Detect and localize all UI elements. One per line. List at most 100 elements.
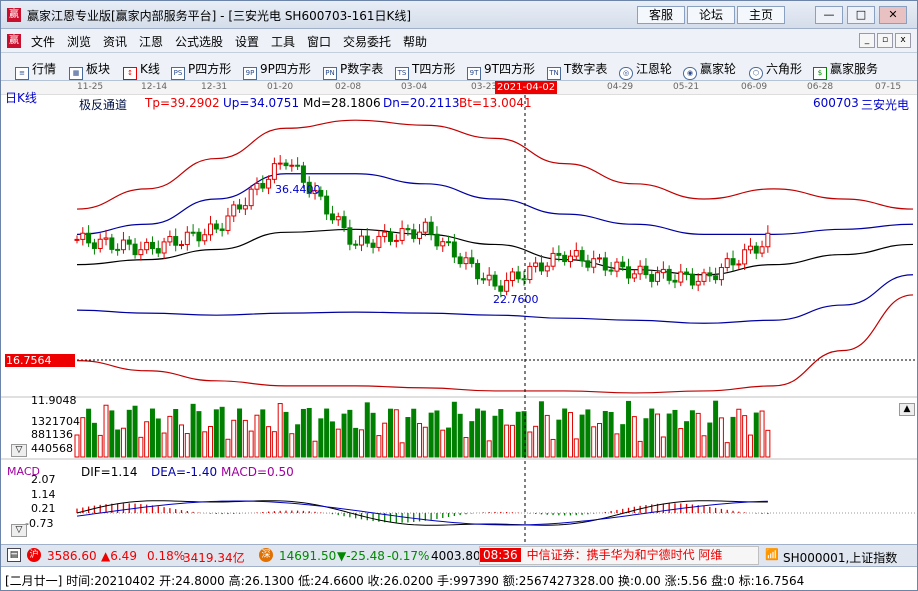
- menu-tools[interactable]: 工具: [271, 35, 296, 49]
- volume-bar: [649, 408, 655, 458]
- volume-bar: [167, 415, 173, 458]
- tool-9t-square[interactable]: 9T 9T四方形: [467, 60, 535, 80]
- tool-t-number-table[interactable]: TN T数字表: [547, 60, 607, 80]
- homepage-button[interactable]: 主页: [737, 6, 785, 24]
- volume-bar: [86, 408, 92, 458]
- candle-body: [138, 249, 144, 256]
- candle-body: [463, 257, 469, 265]
- candle-body: [695, 280, 701, 286]
- sh-index-icon: 沪: [27, 548, 41, 562]
- candle-body: [219, 228, 225, 231]
- volume-bar: [597, 422, 602, 458]
- volume-bar: [602, 410, 608, 458]
- candle-body: [184, 231, 190, 246]
- chart-area[interactable]: 11-25 12-14 12-31 01-20 02-08 03-04 03-2…: [1, 81, 917, 544]
- macd-title: MACD: [7, 465, 40, 478]
- tool-sectors[interactable]: ▦ 板块: [69, 60, 110, 80]
- maximize-icon[interactable]: □: [847, 6, 875, 24]
- candle-body: [167, 236, 173, 243]
- collapse-macd-icon[interactable]: ▽: [11, 524, 27, 537]
- index-ticker[interactable]: SH000001,上证指数: [783, 551, 898, 565]
- tool-p-square[interactable]: PS P四方形: [171, 60, 231, 80]
- news-ticker[interactable]: 08:36 中信证券：携手华为和宁德时代 阿维: [479, 546, 759, 565]
- volume-bar: [376, 435, 382, 458]
- tool-9p-square[interactable]: 9P 9P四方形: [243, 60, 311, 80]
- volume-bar: [126, 409, 132, 458]
- menu-file[interactable]: 文件: [31, 35, 56, 49]
- tool-gann-wheel[interactable]: ◎ 江恩轮: [619, 60, 672, 80]
- menu-news[interactable]: 资讯: [103, 35, 128, 49]
- menu-browse[interactable]: 浏览: [67, 35, 92, 49]
- volume-bar: [753, 412, 759, 458]
- volume-bar: [417, 422, 423, 458]
- date-label: 02-08: [335, 82, 362, 92]
- volume-bar: [434, 410, 440, 458]
- volume-bar: [765, 429, 771, 458]
- mdi-restore-icon[interactable]: ▫: [877, 33, 893, 48]
- volume-bar: [521, 411, 527, 458]
- volume-bar: [208, 425, 214, 458]
- table-icon[interactable]: ▤: [7, 548, 21, 562]
- candle-body: [713, 275, 719, 281]
- volume-bar: [428, 412, 434, 458]
- tool-quotes[interactable]: ≡ 行情: [15, 60, 56, 80]
- candle-body: [567, 255, 573, 263]
- volume-bar: [225, 438, 231, 458]
- mdi-close-icon[interactable]: x: [895, 33, 911, 48]
- menu-window[interactable]: 窗口: [307, 35, 332, 49]
- volume-bar: [213, 409, 219, 458]
- tool-p-number-table[interactable]: PN P数字表: [323, 60, 383, 80]
- candle-body: [509, 271, 515, 282]
- candle-body: [271, 163, 277, 180]
- 9p-icon: 9P: [243, 67, 257, 80]
- collapse-icon[interactable]: ▽: [11, 444, 27, 457]
- menu-help[interactable]: 帮助: [403, 35, 428, 49]
- candle-body: [196, 231, 202, 242]
- candle-body: [707, 272, 713, 277]
- mdi-minimize-icon[interactable]: _: [859, 33, 875, 48]
- channel-line-dn: [76, 274, 914, 324]
- macd-axis-label: 0.21: [31, 502, 56, 515]
- app-logo-icon: 赢: [7, 8, 21, 22]
- minimize-icon[interactable]: —: [815, 6, 843, 24]
- menu-gann[interactable]: 江恩: [139, 35, 164, 49]
- tool-winner-service[interactable]: $ 赢家服务: [813, 60, 878, 80]
- date-label: 03-23: [471, 82, 498, 92]
- signal-icon: 📶: [765, 548, 779, 561]
- forum-button[interactable]: 论坛: [687, 6, 735, 24]
- customer-service-button[interactable]: 客服: [637, 6, 685, 24]
- volume-bar: [271, 431, 277, 458]
- volume-bar: [643, 418, 649, 458]
- menu-formula-select[interactable]: 公式选股: [175, 35, 224, 49]
- candle-body: [684, 271, 690, 275]
- tool-winner-wheel[interactable]: ◉ 赢家轮: [683, 60, 736, 80]
- candle-body: [283, 162, 289, 167]
- menu-trade[interactable]: 交易委托: [343, 35, 392, 49]
- candle-body: [248, 188, 254, 207]
- candle-body: [208, 223, 214, 236]
- volume-bar: [463, 437, 469, 458]
- date-axis: 11-25 12-14 12-31 01-20 02-08 03-04 03-2…: [1, 81, 917, 95]
- volume-bar: [80, 417, 86, 458]
- volume-bar: [422, 426, 428, 458]
- date-label: 06-09: [741, 82, 768, 92]
- candle-body: [626, 266, 632, 279]
- macd-axis-label: -0.73: [25, 517, 54, 530]
- volume-bar: [155, 418, 161, 458]
- volume-bar: [446, 427, 452, 458]
- close-icon[interactable]: ✕: [879, 6, 907, 24]
- tool-hexagon[interactable]: ⬡ 六角形: [749, 60, 802, 80]
- tool-t-square[interactable]: TS T四方形: [395, 60, 455, 80]
- tool-kline[interactable]: ↕ K线: [123, 60, 160, 80]
- candle-body: [393, 239, 399, 242]
- param-tp: Tp=39.2902: [145, 96, 220, 110]
- candle-body: [179, 244, 184, 247]
- menu-settings[interactable]: 设置: [235, 35, 260, 49]
- macd-value: MACD=0.50: [221, 465, 294, 479]
- grid-lines: [1, 359, 917, 514]
- volume-bar: [631, 416, 637, 458]
- kline-chart[interactable]: [1, 81, 917, 544]
- scroll-up-icon[interactable]: ▲: [899, 403, 915, 416]
- volume-bar: [504, 424, 510, 458]
- candle-body: [300, 165, 306, 183]
